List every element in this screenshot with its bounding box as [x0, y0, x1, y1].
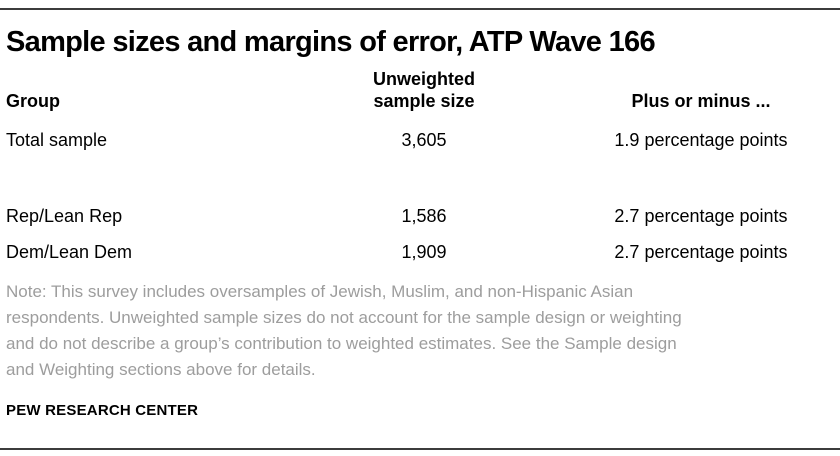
row-sample-size: 1,586: [401, 206, 447, 226]
table-row-rep-lean-rep: Rep/Lean Rep 1,586 2.7 percentage points: [6, 206, 834, 227]
row-group-label: Total sample: [6, 130, 108, 150]
row-group-label: Rep/Lean Rep: [6, 206, 123, 226]
table-row-total-sample: Total sample 3,605 1.9 percentage points: [6, 130, 834, 151]
table-header-row: Group Unweighted sample size Plus or min…: [6, 68, 834, 112]
top-rule: [0, 8, 840, 10]
column-header-group: Group: [6, 91, 60, 111]
source-label: PEW RESEARCH CENTER: [6, 402, 199, 419]
page-title: Sample sizes and margins of error, ATP W…: [6, 26, 656, 58]
row-margin-value: 2.7 percentage points: [614, 242, 788, 262]
bottom-rule: [0, 448, 840, 450]
row-margin-value: 1.9 percentage points: [614, 130, 788, 150]
row-sample-size: 1,909: [401, 242, 447, 262]
row-sample-size: 3,605: [401, 130, 447, 150]
table-row-dem-lean-dem: Dem/Lean Dem 1,909 2.7 percentage points: [6, 242, 834, 263]
note-text: Note: This survey includes oversamples o…: [6, 282, 682, 379]
column-header-sample-size: Unweighted sample size: [373, 69, 475, 111]
row-margin-value: 2.7 percentage points: [614, 206, 788, 226]
row-group-label: Dem/Lean Dem: [6, 242, 133, 262]
column-header-margin: Plus or minus ...: [631, 91, 771, 111]
